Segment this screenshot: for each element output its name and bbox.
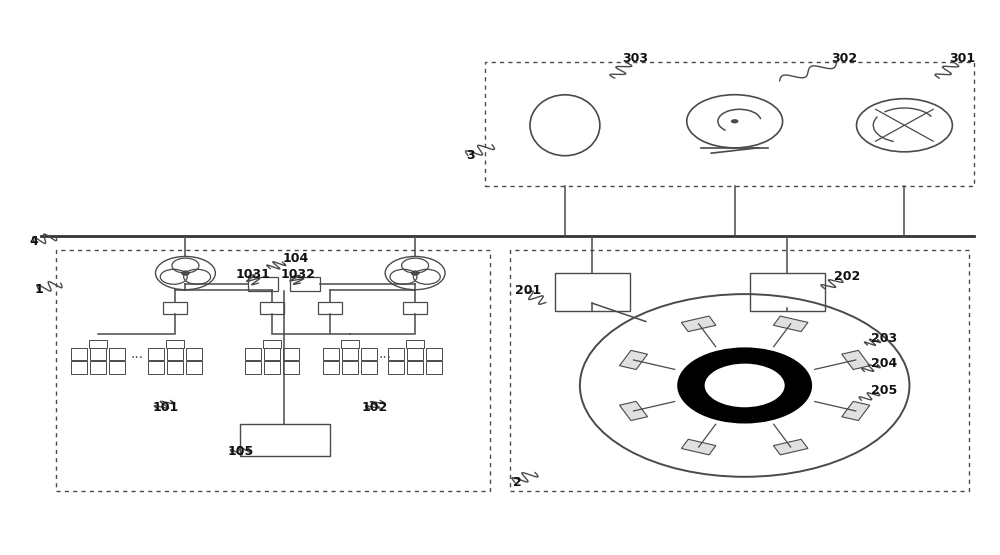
- Bar: [167, 347, 183, 360]
- Circle shape: [679, 349, 811, 422]
- Bar: [167, 361, 183, 374]
- Text: ...: ...: [131, 347, 144, 361]
- Bar: [245, 347, 261, 360]
- Bar: [71, 347, 87, 360]
- Bar: [341, 340, 359, 347]
- Polygon shape: [619, 401, 648, 421]
- Bar: [407, 361, 423, 374]
- Bar: [342, 347, 358, 360]
- Bar: [263, 340, 281, 347]
- Bar: [318, 302, 342, 314]
- Bar: [426, 361, 442, 374]
- Polygon shape: [619, 350, 648, 370]
- Polygon shape: [842, 350, 870, 370]
- Bar: [148, 361, 164, 374]
- Circle shape: [182, 271, 189, 275]
- Text: 202: 202: [834, 270, 861, 283]
- Bar: [750, 273, 825, 311]
- Text: 3: 3: [466, 149, 474, 162]
- Text: 1: 1: [34, 283, 43, 296]
- Bar: [245, 361, 261, 374]
- Bar: [240, 423, 330, 456]
- Bar: [264, 347, 280, 360]
- Bar: [248, 277, 278, 291]
- Bar: [426, 347, 442, 360]
- Bar: [264, 361, 280, 374]
- Text: 1031: 1031: [236, 268, 271, 281]
- Text: 102: 102: [362, 401, 388, 414]
- Bar: [283, 361, 299, 374]
- Circle shape: [731, 119, 739, 123]
- Text: 101: 101: [152, 401, 179, 414]
- Bar: [555, 273, 630, 311]
- Bar: [148, 347, 164, 360]
- Bar: [403, 302, 427, 314]
- Circle shape: [412, 271, 419, 275]
- Bar: [186, 347, 202, 360]
- Bar: [109, 361, 125, 374]
- Bar: [407, 347, 423, 360]
- Polygon shape: [773, 316, 808, 332]
- Bar: [186, 361, 202, 374]
- Bar: [342, 361, 358, 374]
- Bar: [361, 361, 377, 374]
- Bar: [166, 340, 184, 347]
- Text: 302: 302: [831, 52, 858, 65]
- Bar: [90, 361, 106, 374]
- Bar: [510, 250, 969, 491]
- Text: 204: 204: [871, 357, 898, 370]
- Bar: [283, 347, 299, 360]
- Text: 301: 301: [949, 52, 975, 65]
- Polygon shape: [681, 316, 716, 332]
- Bar: [361, 347, 377, 360]
- Polygon shape: [681, 439, 716, 455]
- Bar: [109, 347, 125, 360]
- Text: 4: 4: [29, 235, 38, 248]
- Bar: [163, 302, 187, 314]
- Text: 1032: 1032: [281, 268, 316, 281]
- Bar: [56, 250, 490, 491]
- Text: 2: 2: [513, 476, 521, 489]
- Bar: [71, 361, 87, 374]
- Text: ...: ...: [379, 347, 392, 361]
- Circle shape: [704, 363, 786, 408]
- Bar: [90, 347, 106, 360]
- Bar: [388, 361, 404, 374]
- Bar: [485, 62, 974, 186]
- Polygon shape: [773, 439, 808, 455]
- Bar: [260, 302, 284, 314]
- Text: 205: 205: [871, 385, 898, 397]
- Text: 303: 303: [622, 52, 648, 65]
- Text: 105: 105: [227, 445, 253, 458]
- Bar: [388, 347, 404, 360]
- Bar: [89, 340, 107, 347]
- Bar: [406, 340, 424, 347]
- Bar: [290, 277, 320, 291]
- Text: 104: 104: [282, 251, 308, 265]
- Text: 203: 203: [871, 332, 898, 345]
- Text: 201: 201: [515, 284, 541, 297]
- Bar: [323, 361, 339, 374]
- Bar: [323, 347, 339, 360]
- Polygon shape: [842, 401, 870, 421]
